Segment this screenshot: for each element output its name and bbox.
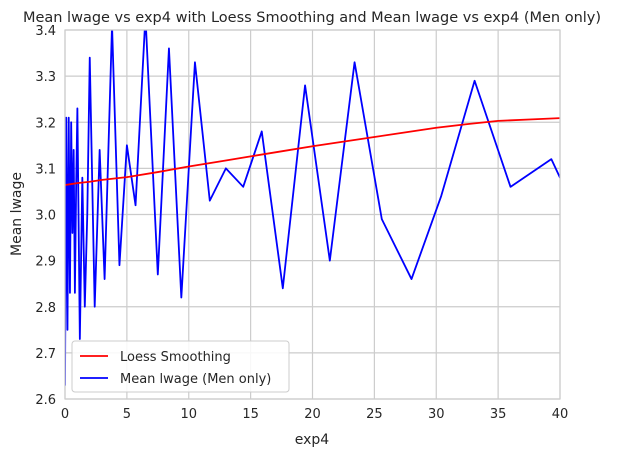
- x-tick-label: 35: [490, 407, 507, 422]
- legend-label-loess: Loess Smoothing: [120, 350, 231, 365]
- loess-smoothing-line: [65, 117, 560, 186]
- y-tick-label: 2.7: [35, 347, 56, 362]
- chart-title: Mean lwage vs exp4 with Loess Smoothing …: [23, 10, 601, 26]
- mean-lwage-line: [65, 30, 560, 387]
- series-layer: [65, 30, 560, 387]
- tick-labels: 0 5 10 15 20 25 30 35 40 2.6 2.7 2.8 2.9 3.0 3.1 3.2 3.3…: [35, 24, 568, 422]
- y-tick-label: 3.3: [35, 70, 56, 85]
- x-tick-label: 20: [304, 407, 321, 422]
- y-tick-label: 3.2: [35, 116, 56, 131]
- x-tick-label: 25: [366, 407, 383, 422]
- legend-label-mean-lwage: Mean lwage (Men only): [120, 372, 271, 387]
- x-tick-label: 5: [123, 407, 131, 422]
- x-tick-label: 30: [428, 407, 445, 422]
- plot-frame: [64, 29, 561, 400]
- y-tick-label: 3.4: [35, 24, 56, 39]
- y-axis-label: Mean lwage: [9, 172, 25, 256]
- y-tick-label: 2.6: [35, 393, 56, 408]
- y-tick-label: 2.8: [35, 301, 56, 316]
- legend: Loess Smoothing Mean lwage (Men only): [71, 340, 290, 393]
- y-tick-label: 3.1: [35, 162, 56, 177]
- y-tick-label: 3.0: [35, 209, 56, 224]
- x-tick-label: 0: [61, 407, 69, 422]
- y-tick-label: 2.9: [35, 255, 56, 270]
- x-axis-label: exp4: [295, 432, 330, 448]
- x-tick-label: 40: [552, 407, 569, 422]
- x-tick-label: 10: [180, 407, 197, 422]
- x-tick-label: 15: [242, 407, 259, 422]
- legend-box: [71, 340, 290, 393]
